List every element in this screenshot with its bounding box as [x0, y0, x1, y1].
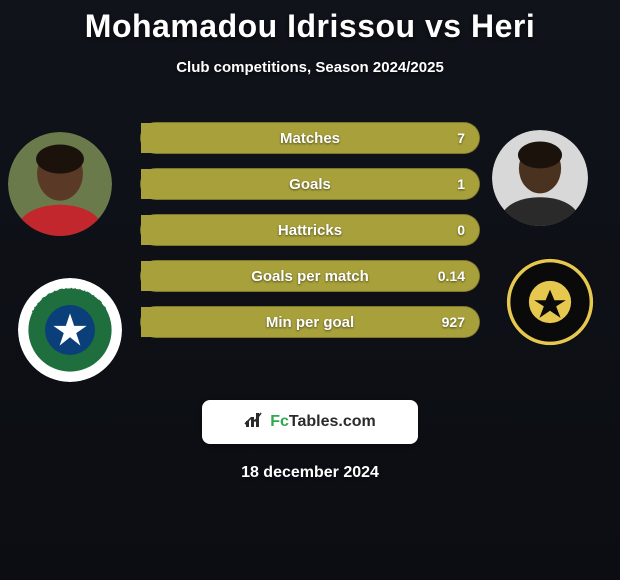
stat-bar-value-right: 1: [457, 176, 465, 192]
brand-badge: FcTables.com: [202, 400, 418, 444]
brand-text: FcTables.com: [270, 413, 376, 431]
player-left-avatar: [8, 132, 112, 236]
stat-bar-value-right: 0.14: [438, 268, 465, 284]
stat-bar-label: Min per goal: [266, 314, 354, 331]
stat-bar: Goals 1: [140, 168, 480, 200]
brand-text-accent: Fc: [270, 413, 289, 430]
stat-bar-label: Goals per match: [251, 268, 369, 285]
stat-bar-value-right: 0: [457, 222, 465, 238]
chart-icon: [244, 411, 264, 434]
page-title: Mohamadou Idrissou vs Heri: [85, 8, 535, 45]
stat-bar: Matches 7: [140, 122, 480, 154]
brand-text-rest: Tables.com: [289, 413, 376, 430]
stat-bar-label: Matches: [280, 130, 340, 147]
stat-bar-value-right: 7: [457, 130, 465, 146]
page-subtitle: Club competitions, Season 2024/2025: [176, 59, 444, 76]
player-left-club-badge: MACCABI HAIFA F.C.: [18, 278, 122, 382]
stat-bar: Min per goal 927: [140, 306, 480, 338]
stat-bars: Matches 7 Goals 1 Hattricks 0 Goals per match 0…: [140, 122, 480, 338]
stat-bar: Hattricks 0: [140, 214, 480, 246]
stat-bar: Goals per match 0.14: [140, 260, 480, 292]
player-right-avatar: [492, 130, 588, 226]
player-right-club-badge: [506, 258, 594, 346]
date-text: 18 december 2024: [241, 464, 379, 482]
stat-bar-label: Goals: [289, 176, 331, 193]
stat-bar-value-right: 927: [442, 314, 465, 330]
stat-bar-label: Hattricks: [278, 222, 342, 239]
